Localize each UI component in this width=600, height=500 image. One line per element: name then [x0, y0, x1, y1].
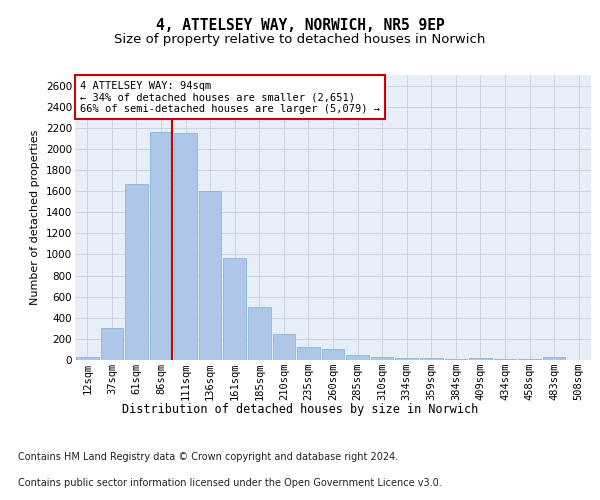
Bar: [371, 358, 394, 360]
Bar: [272, 334, 295, 360]
Bar: [76, 358, 98, 360]
Text: Distribution of detached houses by size in Norwich: Distribution of detached houses by size …: [122, 402, 478, 415]
Bar: [125, 184, 148, 360]
Bar: [101, 328, 123, 360]
Bar: [543, 358, 565, 360]
Bar: [346, 355, 369, 360]
Bar: [248, 307, 271, 360]
Text: 4 ATTELSEY WAY: 94sqm
← 34% of detached houses are smaller (2,651)
66% of semi-d: 4 ATTELSEY WAY: 94sqm ← 34% of detached …: [80, 80, 380, 114]
Bar: [223, 258, 246, 360]
Text: Contains public sector information licensed under the Open Government Licence v3: Contains public sector information licen…: [18, 478, 442, 488]
Text: 4, ATTELSEY WAY, NORWICH, NR5 9EP: 4, ATTELSEY WAY, NORWICH, NR5 9EP: [155, 18, 445, 32]
Bar: [149, 132, 172, 360]
Bar: [420, 358, 443, 360]
Bar: [445, 359, 467, 360]
Text: Size of property relative to detached houses in Norwich: Size of property relative to detached ho…: [115, 32, 485, 46]
Bar: [199, 191, 221, 360]
Bar: [395, 358, 418, 360]
Bar: [322, 350, 344, 360]
Bar: [297, 348, 320, 360]
Bar: [174, 133, 197, 360]
Text: Contains HM Land Registry data © Crown copyright and database right 2024.: Contains HM Land Registry data © Crown c…: [18, 452, 398, 462]
Bar: [469, 358, 492, 360]
Y-axis label: Number of detached properties: Number of detached properties: [31, 130, 40, 305]
